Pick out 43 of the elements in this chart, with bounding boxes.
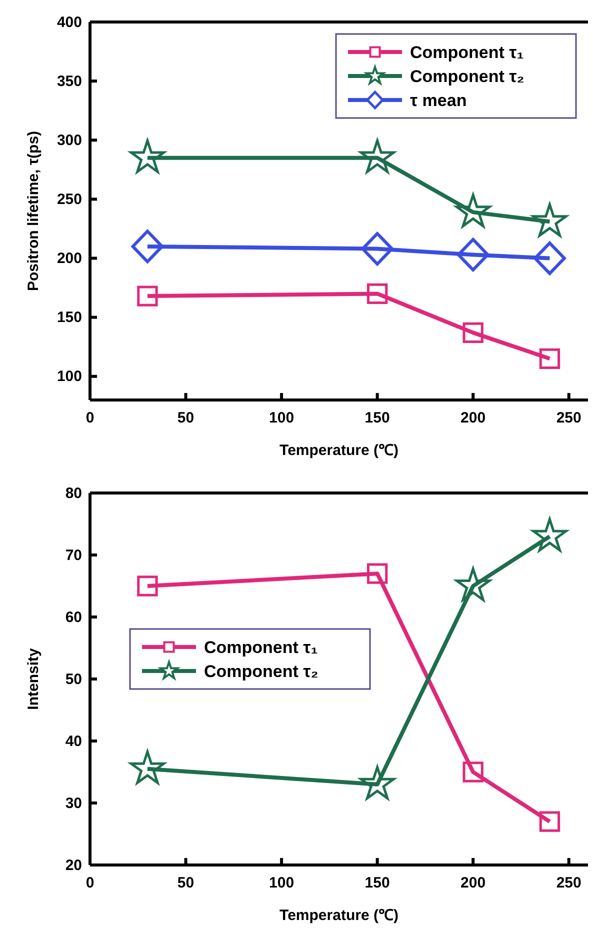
x-tick-label: 150 — [364, 410, 390, 427]
y-tick-label: 400 — [56, 14, 82, 31]
x-tick-label: 200 — [460, 874, 486, 892]
legend-label: τ mean — [410, 91, 467, 110]
y-tick-label: 150 — [56, 309, 82, 326]
y-tick-label: 40 — [65, 732, 82, 750]
y-tick-label: 350 — [56, 72, 82, 90]
x-axis-title: Temperature (℃) — [280, 442, 398, 459]
x-axis-title: Temperature (℃) — [280, 907, 398, 924]
point — [366, 283, 388, 304]
y-tick-label: 30 — [65, 794, 82, 812]
y-tick-label: 20 — [65, 856, 82, 874]
y-tick-label: 70 — [65, 546, 82, 564]
y-axis-title: Intensity — [25, 648, 42, 710]
y-tick-label: 300 — [56, 132, 82, 149]
legend-label: Component τ₁ — [410, 43, 524, 62]
point — [361, 232, 394, 266]
y-tick-label: 200 — [56, 250, 82, 268]
x-tick-label: 250 — [556, 410, 582, 427]
point — [456, 238, 490, 272]
x-tick-label: 100 — [269, 410, 294, 427]
y-axis-title: Positron lifetime, τ(ps) — [25, 130, 42, 292]
point — [131, 230, 164, 264]
point — [137, 286, 158, 306]
y-tick-label: 100 — [56, 368, 82, 386]
y-tick-label: 250 — [56, 190, 82, 208]
x-tick-label: 200 — [460, 410, 486, 427]
x-tick-label: 50 — [177, 874, 194, 892]
point — [462, 322, 484, 343]
y-tick-label: 60 — [65, 608, 82, 626]
point — [534, 242, 566, 275]
point — [539, 348, 560, 369]
x-tick-label: 100 — [269, 874, 294, 892]
x-tick-label: 0 — [86, 874, 94, 892]
y-tick-label: 50 — [65, 670, 82, 688]
x-tick-label: 250 — [556, 874, 582, 892]
x-tick-label: 150 — [364, 874, 390, 892]
x-tick-label: 0 — [86, 410, 94, 427]
y-tick-label: 80 — [65, 484, 82, 502]
legend-label: Component τ₂ — [204, 662, 318, 681]
x-tick-label: 50 — [177, 410, 194, 427]
legend-label: Component τ₁ — [204, 638, 318, 657]
legend-label: Component τ₂ — [410, 67, 524, 86]
